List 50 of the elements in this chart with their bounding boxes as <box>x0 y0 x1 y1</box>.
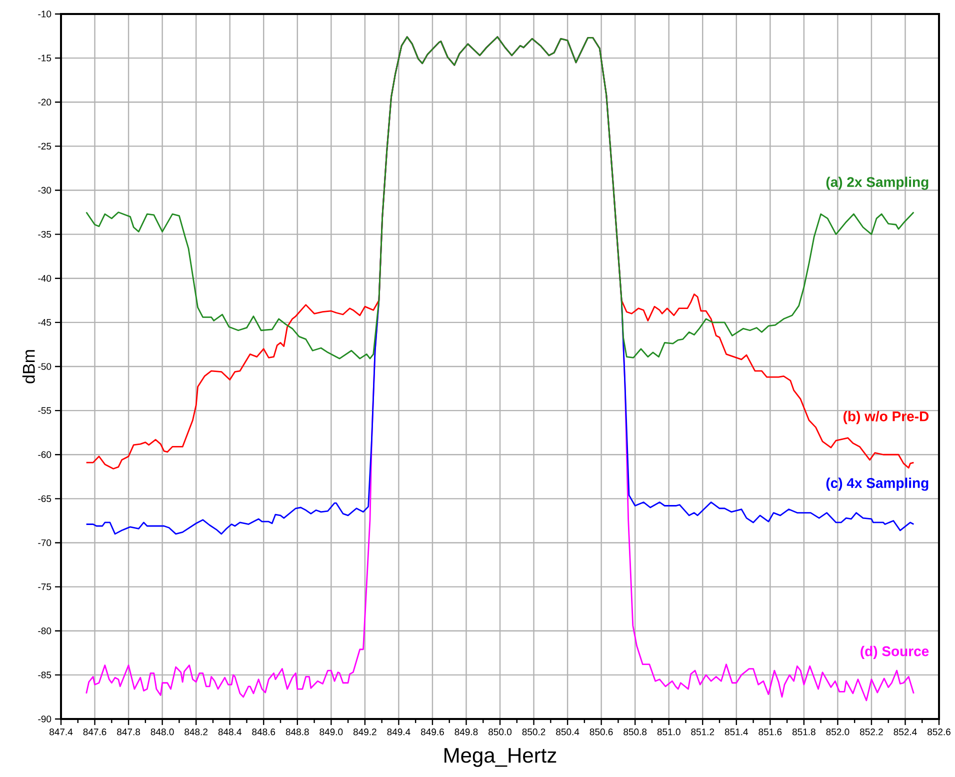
y-tick-label: -50 <box>38 363 52 370</box>
x-tick-label: 850.0 <box>488 728 512 736</box>
x-tick-label: 848.4 <box>218 728 242 736</box>
series-label: (b) w/o Pre-D <box>844 411 929 424</box>
x-tick-label: 850.4 <box>556 728 580 736</box>
x-tick-label: 848.2 <box>184 728 208 736</box>
series-label: (d) Source <box>860 646 929 659</box>
y-tick-label: -30 <box>38 186 52 194</box>
y-tick-label: -10 <box>38 10 52 18</box>
x-tick-label: 848.8 <box>286 728 309 736</box>
x-tick-label: 847.8 <box>117 728 140 736</box>
y-tick-label: -85 <box>38 672 52 678</box>
x-tick-label: 849.0 <box>320 728 343 736</box>
x-tick-label: 849.6 <box>420 728 444 736</box>
x-tick-label: 849.8 <box>454 728 478 736</box>
y-tick-label: -60 <box>38 451 52 458</box>
y-tick-label: -15 <box>38 54 52 62</box>
y-tick-label: -65 <box>38 495 52 502</box>
y-tick-label: -55 <box>38 407 52 414</box>
x-tick-label: 852.4 <box>894 728 917 736</box>
y-tick-label: -90 <box>38 716 52 722</box>
y-tick-label: -25 <box>38 142 52 150</box>
x-tick-label: 852.2 <box>860 728 883 736</box>
series-label: (c) 4x Sampling <box>826 478 928 491</box>
x-tick-label: 847.6 <box>83 728 106 736</box>
x-tick-label: 848.0 <box>150 728 174 736</box>
x-axis-title: Mega_Hertz <box>444 748 556 767</box>
x-tick-label: 850.6 <box>590 728 613 736</box>
y-tick-label: -80 <box>38 628 52 634</box>
x-tick-label: 851.4 <box>724 728 748 736</box>
y-tick-label: -70 <box>38 539 52 546</box>
x-tick-label: 849.2 <box>353 728 376 736</box>
x-tick-label: 848.6 <box>252 728 276 736</box>
x-tick-label: 852.0 <box>826 728 850 736</box>
y-tick-label: -20 <box>38 98 52 106</box>
x-tick-label: 850.8 <box>624 728 647 736</box>
series-label: (a) 2x Sampling <box>826 176 928 190</box>
x-tick-label: 851.0 <box>657 728 680 736</box>
x-tick-label: 850.2 <box>522 728 546 736</box>
y-tick-label: -75 <box>38 583 52 590</box>
x-tick-label: 852.6 <box>928 728 950 736</box>
y-tick-label: -45 <box>38 319 52 326</box>
x-tick-label: 851.2 <box>691 728 714 736</box>
x-tick-label: 851.8 <box>792 728 816 736</box>
x-tick-label: 851.6 <box>758 728 782 736</box>
y-tick-label: -40 <box>38 275 52 282</box>
y-axis-title: dBm <box>22 350 35 384</box>
y-tick-label: -35 <box>38 230 52 238</box>
x-tick-label: 847.4 <box>50 728 73 736</box>
x-tick-label: 849.4 <box>387 728 410 736</box>
